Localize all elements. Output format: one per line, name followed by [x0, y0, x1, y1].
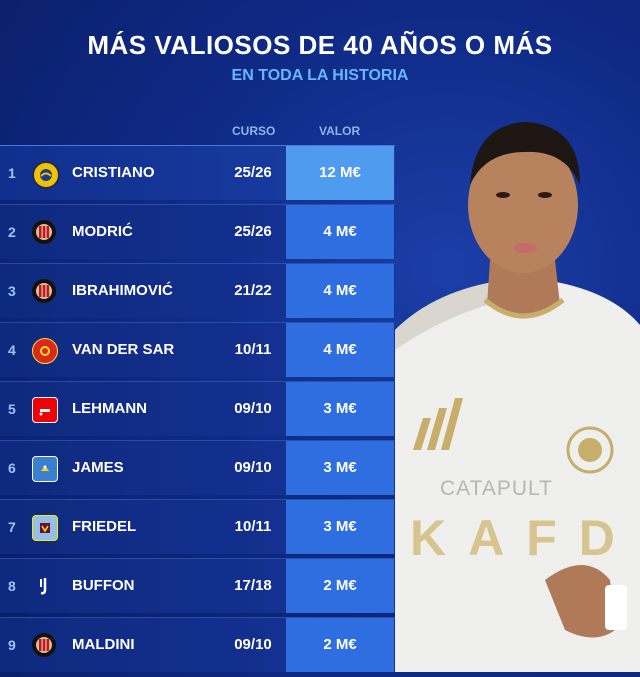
value-cell: 2 M€ [286, 618, 394, 672]
value-cell: 2 M€ [286, 559, 394, 613]
al-nassr-badge-icon [32, 161, 60, 189]
season-cell: 10/11 [234, 341, 272, 358]
man-united-badge-icon [32, 338, 58, 364]
column-header-valor: VALOR [319, 124, 361, 138]
column-header-curso: CURSO [232, 124, 276, 138]
table-row: 8 BUFFON 17/18 2 M€ [0, 558, 395, 613]
page-title: MÁS VALIOSOS DE 40 AÑOS O MÁS [87, 30, 553, 60]
value-cell: 4 M€ [286, 264, 394, 318]
rank-number: 6 [8, 460, 16, 476]
player-photo: CATAPULT KAFD [395, 110, 640, 672]
value-cell: 4 M€ [286, 205, 394, 259]
player-name: VAN DER SAR [72, 341, 175, 358]
rank-number: 4 [8, 342, 16, 358]
table-row: 3 IBRAHIMOVIĆ 21/22 4 M€ [0, 263, 395, 318]
season-cell: 25/26 [234, 223, 272, 240]
value-cell: 12 M€ [286, 146, 394, 200]
juventus-badge-icon [32, 574, 56, 598]
value-cell: 3 M€ [286, 441, 394, 495]
shirt-sponsor-logo: KAFD [410, 510, 637, 566]
player-name: JAMES [72, 459, 124, 476]
table-row: 1 CRISTIANO 25/26 12 M€ [0, 145, 395, 200]
ac-milan-badge-icon [32, 633, 56, 657]
player-name: CRISTIANO [72, 164, 155, 181]
player-name: IBRAHIMOVIĆ [72, 282, 173, 299]
rank-number: 7 [8, 519, 16, 535]
season-cell: 17/18 [234, 577, 272, 594]
rank-number: 5 [8, 401, 16, 417]
season-cell: 25/26 [234, 164, 272, 181]
value-cell: 3 M€ [286, 500, 394, 554]
portsmouth-badge-icon [32, 456, 58, 482]
table-row: 4 VAN DER SAR 10/11 4 M€ [0, 322, 395, 377]
season-cell: 10/11 [234, 518, 272, 535]
season-cell: 09/10 [234, 459, 272, 476]
rank-number: 1 [8, 165, 16, 181]
rank-number: 8 [8, 578, 16, 594]
ac-milan-badge-icon [32, 279, 56, 303]
season-cell: 09/10 [234, 636, 272, 653]
player-name: FRIEDEL [72, 518, 137, 535]
aston-villa-badge-icon [32, 515, 58, 541]
table-row: 6 JAMES 09/10 3 M€ [0, 440, 395, 495]
player-name: BUFFON [72, 577, 135, 594]
table-row: 9 MALDINI 09/10 2 M€ [0, 617, 395, 672]
rank-number: 3 [8, 283, 16, 299]
value-cell: 4 M€ [286, 323, 394, 377]
rank-number: 2 [8, 224, 16, 240]
table-row: 2 MODRIĆ 25/26 4 M€ [0, 204, 395, 259]
shirt-sponsor-text: CATAPULT [440, 477, 553, 500]
player-name: MODRIĆ [72, 223, 133, 240]
table-row: 5 LEHMANN 09/10 3 M€ [0, 381, 395, 436]
table-row: 7 FRIEDEL 10/11 3 M€ [0, 499, 395, 554]
page-subtitle: EN TODA LA HISTORIA [231, 67, 409, 84]
value-cell: 3 M€ [286, 382, 394, 436]
ac-milan-badge-icon [32, 220, 56, 244]
rank-number: 9 [8, 637, 16, 653]
season-cell: 09/10 [234, 400, 272, 417]
player-name: LEHMANN [72, 400, 147, 417]
player-name: MALDINI [72, 636, 135, 653]
season-cell: 21/22 [234, 282, 272, 299]
arsenal-badge-icon [32, 397, 58, 423]
ranking-table: 1 CRISTIANO 25/26 12 M€ 2 MODRIĆ 25/26 4… [0, 145, 395, 676]
